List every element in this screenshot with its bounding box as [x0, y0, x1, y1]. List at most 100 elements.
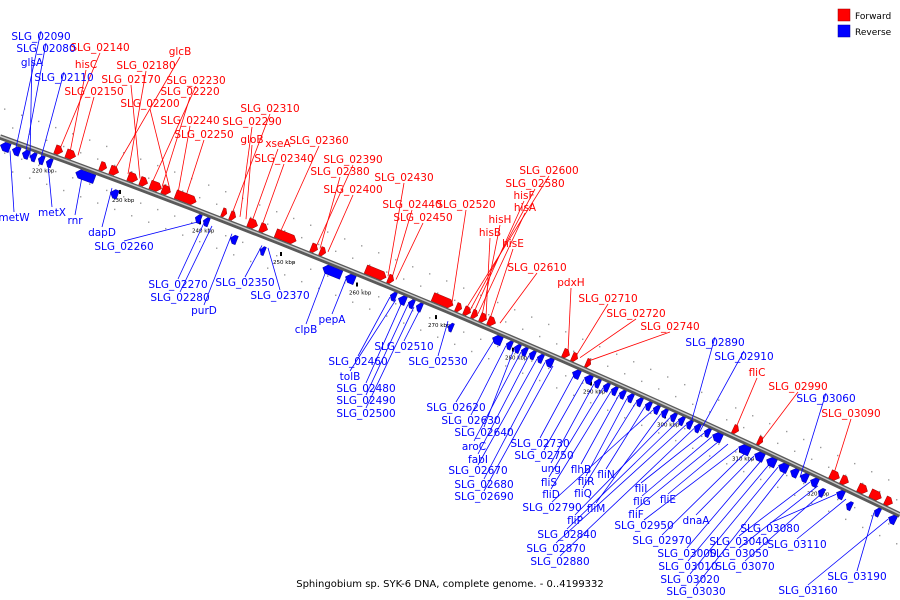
- track-dot: [301, 236, 303, 239]
- reverse-gene: [627, 393, 635, 404]
- track-dot: [607, 365, 609, 367]
- track-dot: [454, 343, 456, 346]
- track-dot: [97, 202, 99, 204]
- gene-label: SLG_02620: [426, 402, 485, 414]
- gene-label: SLG_02090: [11, 31, 70, 43]
- reverse-gene: [810, 477, 820, 489]
- gene-label: SLG_02630: [441, 415, 500, 427]
- track-dot: [845, 474, 847, 477]
- track-dot: [386, 315, 388, 317]
- gene-label: SLG_02530: [408, 356, 467, 368]
- track-dot: [463, 287, 465, 289]
- gene-label: SLG_03040: [709, 536, 768, 548]
- track-dot: [497, 345, 499, 348]
- gene-label: SLG_03090: [821, 408, 880, 420]
- reverse-gene: [584, 374, 594, 386]
- tick-mark: [512, 347, 514, 352]
- track-dot: [701, 391, 703, 394]
- track-dot: [692, 403, 694, 405]
- reverse-gene: [11, 146, 22, 157]
- forward-gene: [839, 474, 849, 485]
- reverse-gene: [390, 291, 398, 302]
- gene-label: hisH: [489, 214, 512, 226]
- leader-line: [130, 84, 141, 179]
- leader-line: [177, 222, 205, 280]
- track-dot: [803, 482, 805, 485]
- forward-gene: [53, 144, 64, 155]
- gene-label: fliQ: [574, 488, 592, 500]
- track-dot: [293, 261, 295, 264]
- track-dot: [854, 506, 856, 509]
- leader-line: [587, 331, 671, 362]
- tick-label: 300 kbp: [657, 422, 680, 428]
- reverse-gene: [416, 302, 424, 313]
- forward-gene: [478, 312, 487, 323]
- forward-gene: [126, 171, 138, 183]
- leader-line: [689, 466, 779, 575]
- track-dot: [420, 329, 422, 331]
- gene-label: SLG_03190: [827, 571, 886, 583]
- gene-label: hisC: [75, 59, 97, 71]
- tick-label: 250 kbp: [273, 260, 296, 266]
- reverse-gene: [322, 264, 344, 280]
- track-dot: [63, 189, 65, 192]
- track-dot: [871, 515, 873, 517]
- track-dot: [216, 203, 218, 205]
- legend-forward-label: Forward: [855, 12, 891, 22]
- track-dot: [565, 375, 567, 377]
- track-dot: [55, 126, 57, 129]
- track-dot: [505, 365, 507, 367]
- leader-line: [483, 365, 554, 492]
- reverse-gene: [345, 273, 357, 285]
- gene-label: SLG_02170: [101, 74, 160, 86]
- track-dot: [378, 296, 380, 298]
- tick-marks: 220 kbp 230 kbp 240 kbp 250 kbp 260 kbp 270 k…: [32, 160, 830, 497]
- track-dot: [80, 152, 82, 154]
- forward-gene: [561, 347, 570, 359]
- track-dot: [641, 380, 643, 383]
- track-dot: [301, 280, 303, 283]
- track-dot: [267, 267, 269, 269]
- leader-line: [761, 391, 799, 440]
- leader-line: [483, 362, 546, 480]
- track-dot: [531, 360, 533, 362]
- leader-line: [465, 175, 550, 309]
- track-dot: [539, 379, 541, 382]
- gene-label: SLG_02240: [160, 115, 219, 127]
- track-dot: [72, 133, 74, 135]
- track-dot: [505, 321, 507, 323]
- leader-line: [279, 145, 320, 233]
- track-dot: [786, 474, 788, 477]
- track-dot: [718, 443, 720, 445]
- track-dot: [199, 240, 201, 243]
- track-dot: [667, 420, 669, 422]
- reverse-gene: [521, 347, 529, 357]
- forward-gene: [486, 315, 496, 327]
- track-dot: [276, 255, 278, 257]
- reverse-gene: [545, 357, 555, 369]
- track-dot: [650, 412, 652, 415]
- leader-line: [231, 113, 271, 214]
- gene-label: xseA: [265, 138, 291, 150]
- track-dot: [429, 273, 431, 275]
- gene-label: purD: [191, 305, 217, 317]
- gene-label: SLG_02450: [393, 212, 452, 224]
- track-dot: [658, 388, 660, 390]
- leader-line: [856, 512, 875, 572]
- track-dot: [794, 450, 796, 452]
- gene-label: SLG_03110: [767, 539, 826, 551]
- gene-label: SLG_02710: [578, 293, 637, 305]
- track-dot: [454, 299, 456, 302]
- leader-line: [686, 459, 763, 549]
- track-dot: [208, 228, 210, 230]
- track-dot: [845, 518, 847, 521]
- gene-label: SLG_02400: [323, 184, 382, 196]
- leader-line: [605, 406, 646, 470]
- track-dot: [114, 164, 116, 167]
- track-dot: [522, 328, 524, 330]
- gene-label: SLG_02680: [454, 479, 513, 491]
- track-dot: [165, 227, 167, 230]
- track-dot: [565, 331, 567, 333]
- leader-line: [451, 209, 467, 303]
